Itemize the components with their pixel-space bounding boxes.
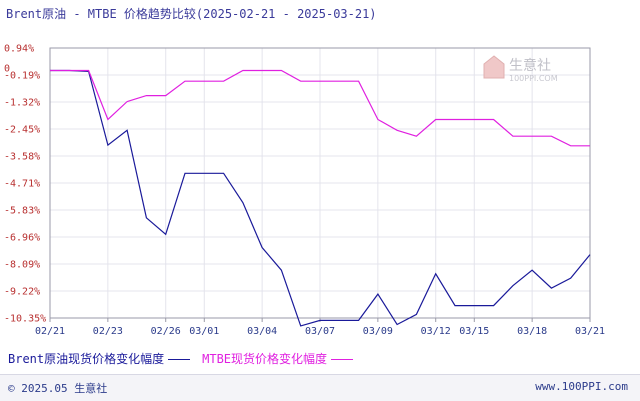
x-tick-label: 03/09 [363,326,393,337]
x-tick-label: 03/04 [247,326,277,337]
x-tick-label: 03/01 [189,326,219,337]
y-zero-label: 0 [4,63,10,74]
x-tick-label: 03/18 [517,326,547,337]
x-tick-label: 02/23 [93,326,123,337]
y-tick-label: -4.71% [4,179,40,190]
watermark-logo: 生意社 100PPI.COM [483,55,558,83]
copyright-text: © 2025.05 生意社 [8,382,108,395]
x-axis-ticks: 02/21 02/23 02/26 03/01 03/04 03/07 03/09 03/12… [35,318,605,337]
y-tick-label: -2.45% [4,125,40,136]
x-tick-label: 02/21 [35,326,65,337]
legend-swatch-brent [168,359,191,360]
y-tick-label: 0.94% [4,44,34,55]
x-tick-label: 03/12 [421,326,451,337]
legend: Brent原油现货价格变化幅度 MTBE现货价格变化幅度 [8,350,365,367]
y-tick-label: -0.19% [4,71,40,82]
y-tick-label: -5.83% [4,206,40,217]
y-tick-label: -8.09% [4,260,40,271]
series-line-mtbe [50,69,590,147]
site-link[interactable]: www.100PPI.com [535,380,628,393]
footer-bar: © 2025.05 生意社 www.100PPI.com [0,374,640,401]
y-tick-label: -9.22% [4,287,40,298]
legend-label-mtbe: MTBE现货价格变化幅度 [202,352,328,366]
legend-label-brent: Brent原油现货价格变化幅度 [8,352,165,366]
y-tick-label: -1.32% [4,98,40,109]
series-lines [50,69,591,327]
y-tick-label: -3.58% [4,152,40,163]
y-tick-label: -10.35% [4,314,46,325]
watermark-text: 生意社 [509,57,551,74]
x-tick-label: 03/15 [459,326,489,337]
y-axis-ticks: 0.94% -0.19% -1.32% -2.45% -3.58% -4.71% -5.83… [4,44,46,325]
series-line-brent [50,69,591,327]
x-tick-label: 03/07 [305,326,335,337]
chart-title: Brent原油 - MTBE 价格趋势比较(2025-02-21 - 2025-… [6,7,377,21]
x-tick-label: 02/26 [151,326,181,337]
y-tick-label: -6.96% [4,233,40,244]
legend-swatch-mtbe [331,359,354,360]
grid [49,47,591,319]
x-tick-label: 03/21 [575,326,605,337]
watermark-subtext: 100PPI.COM [509,74,558,83]
